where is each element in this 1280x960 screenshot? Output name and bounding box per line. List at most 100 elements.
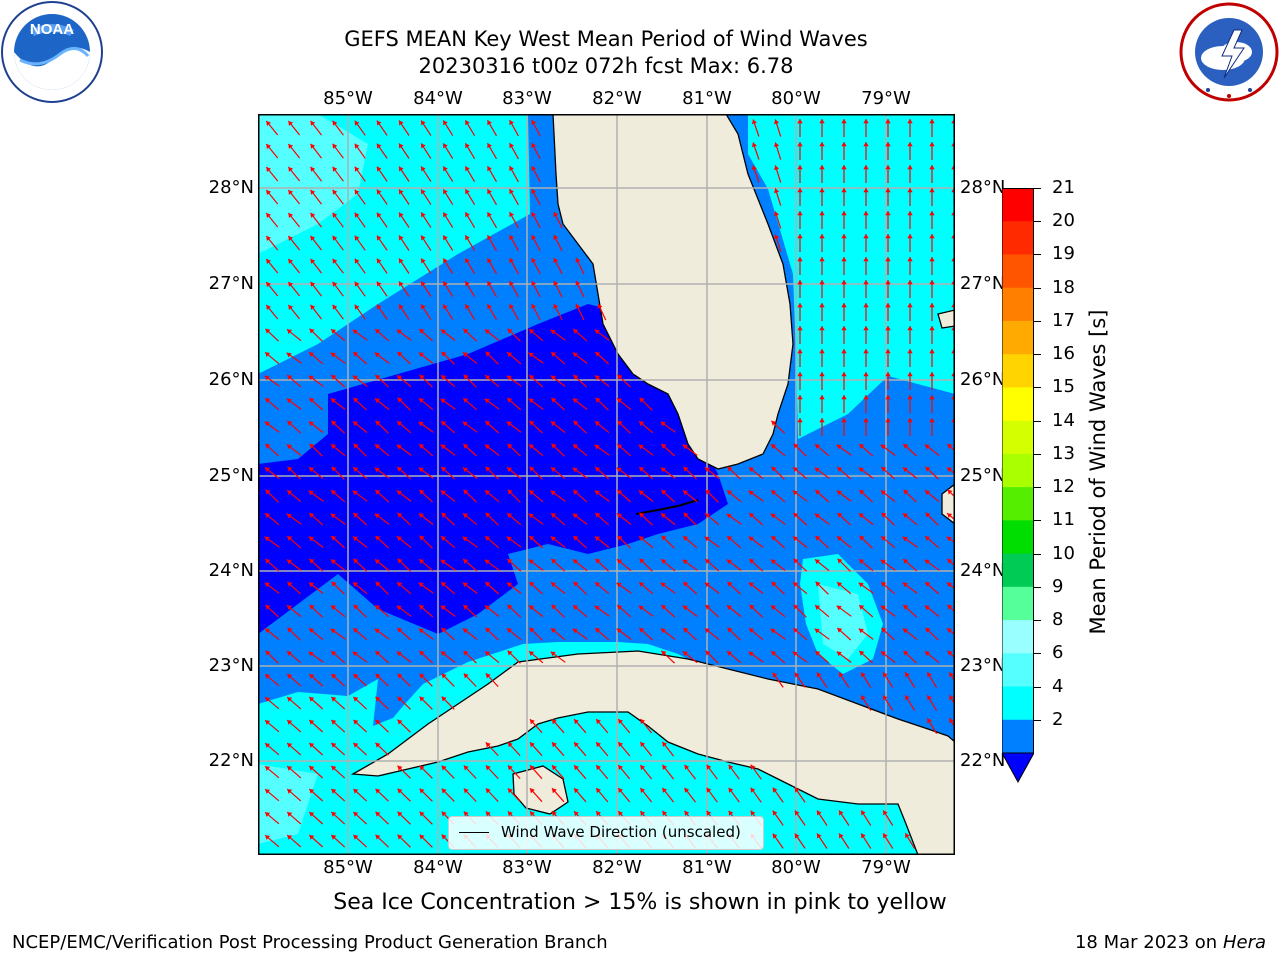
wave-arrow-head bbox=[797, 418, 803, 423]
wave-arrow-head bbox=[929, 188, 935, 193]
wave-arrow-head bbox=[419, 535, 425, 541]
wave-arrow-head bbox=[286, 559, 292, 565]
footer-date: 18 Mar 2023 on Hera bbox=[1075, 932, 1266, 953]
wave-arrow-head bbox=[551, 513, 557, 518]
footer-org: NCEP/EMC/Verification Post Processing Pr… bbox=[12, 932, 608, 953]
wave-arrow-head bbox=[925, 490, 930, 496]
wave-arrow-head bbox=[706, 764, 712, 770]
wave-arrow-head bbox=[595, 628, 601, 633]
wave-arrow-head bbox=[863, 349, 869, 354]
wave-arrow-head bbox=[595, 352, 601, 357]
wave-arrow-head bbox=[947, 559, 953, 564]
nws-logo bbox=[1179, 2, 1279, 102]
wave-arrow-head bbox=[793, 467, 799, 472]
wave-arrow-head bbox=[465, 235, 470, 241]
wave-arrow-head bbox=[419, 696, 425, 702]
wave-arrow-head bbox=[573, 420, 579, 426]
wave-arrow-head bbox=[463, 374, 469, 380]
wave-arrow-head bbox=[529, 627, 535, 633]
wave-arrow-head bbox=[286, 444, 292, 450]
wave-arrow-head bbox=[353, 742, 359, 748]
lon-tick-top: 81°W bbox=[682, 88, 732, 109]
wave-arrow-head bbox=[661, 535, 667, 541]
wave-arrow-head bbox=[507, 513, 513, 518]
colorbar-tick-mark bbox=[1034, 520, 1041, 522]
wave-arrow-head bbox=[265, 789, 271, 794]
wave-arrow-head bbox=[308, 582, 314, 588]
wave-arrow-head bbox=[772, 672, 778, 678]
wave-arrow-head bbox=[596, 742, 601, 748]
wave-arrow-head bbox=[551, 352, 557, 357]
noaa-logo: NOAA bbox=[1, 1, 103, 103]
wave-arrow-head bbox=[903, 650, 909, 656]
wave-arrow-head bbox=[397, 397, 403, 403]
wave-arrow-head bbox=[287, 466, 293, 472]
wave-arrow-head bbox=[396, 329, 402, 335]
wave-arrow-head bbox=[506, 421, 512, 427]
wave-arrow-head bbox=[421, 120, 426, 126]
wave-arrow-head bbox=[463, 352, 468, 358]
wave-arrow-head bbox=[531, 143, 537, 148]
wave-arrow-head bbox=[618, 742, 623, 747]
wave-arrow-head bbox=[907, 326, 913, 331]
wave-arrow-head bbox=[507, 352, 513, 357]
map-frame bbox=[258, 114, 955, 855]
map-panel bbox=[258, 114, 955, 855]
wave-arrow-head bbox=[574, 742, 579, 748]
wave-arrow-head bbox=[463, 444, 469, 449]
colorbar-segment bbox=[1002, 420, 1034, 455]
wave-arrow-head bbox=[331, 765, 337, 771]
wave-arrow-head bbox=[463, 513, 468, 519]
wave-arrow-head bbox=[797, 142, 803, 147]
wave-arrow-head bbox=[927, 718, 932, 724]
wave-arrow-head bbox=[310, 212, 316, 218]
wave-arrow-head bbox=[331, 444, 336, 450]
wave-arrow-head bbox=[639, 467, 645, 472]
wave-arrow-head bbox=[309, 558, 315, 564]
wave-arrow-head bbox=[509, 120, 514, 126]
wave-arrow-head bbox=[421, 143, 426, 149]
wave-arrow-head bbox=[797, 119, 803, 124]
wave-arrow-head bbox=[551, 467, 556, 472]
wave-arrow-head bbox=[949, 695, 954, 701]
wave-arrow-head bbox=[529, 329, 534, 334]
wave-arrow-head bbox=[616, 513, 622, 519]
wave-arrow-head bbox=[331, 466, 337, 472]
wave-arrow-head bbox=[354, 120, 360, 126]
wave-arrow-head bbox=[751, 119, 757, 125]
wave-arrow-head bbox=[946, 582, 952, 588]
wave-arrow-head bbox=[748, 651, 754, 657]
wave-arrow-head bbox=[907, 372, 913, 377]
wave-arrow-head bbox=[863, 418, 869, 423]
wave-arrow-head bbox=[375, 811, 381, 817]
wave-arrow-head bbox=[704, 582, 710, 588]
wave-arrow-head bbox=[265, 697, 271, 702]
wave-arrow-head bbox=[353, 673, 359, 679]
colorbar-tick-label: 19 bbox=[1052, 243, 1075, 265]
wave-arrow-head bbox=[485, 582, 491, 587]
wave-arrow-head bbox=[595, 467, 601, 472]
wave-arrow-head bbox=[396, 651, 402, 657]
wave-arrow-head bbox=[885, 280, 891, 285]
wave-arrow-head bbox=[419, 605, 425, 610]
wave-arrow-head bbox=[418, 421, 424, 427]
wave-arrow-head bbox=[817, 833, 822, 839]
wave-arrow-head bbox=[594, 444, 600, 450]
wave-arrow-head bbox=[440, 444, 446, 450]
wave-arrow-head bbox=[441, 811, 447, 817]
wave-arrow-head bbox=[819, 326, 825, 331]
wave-arrow-head bbox=[397, 673, 403, 679]
wave-arrow-head bbox=[617, 374, 623, 380]
wave-arrow-head bbox=[418, 582, 424, 588]
wave-arrow-head bbox=[441, 421, 447, 426]
colorbar-tick-label: 6 bbox=[1052, 642, 1064, 664]
wave-arrow-head bbox=[594, 490, 600, 496]
wave-arrow-head bbox=[396, 490, 402, 496]
wave-arrow-head bbox=[640, 811, 646, 816]
wave-arrow-head bbox=[287, 536, 293, 541]
wave-arrow-head bbox=[929, 395, 935, 400]
wave-arrow-head bbox=[354, 143, 360, 149]
wave-arrow-head bbox=[793, 628, 799, 633]
wave-arrow-head bbox=[465, 304, 470, 310]
wave-arrow-head bbox=[726, 559, 732, 565]
